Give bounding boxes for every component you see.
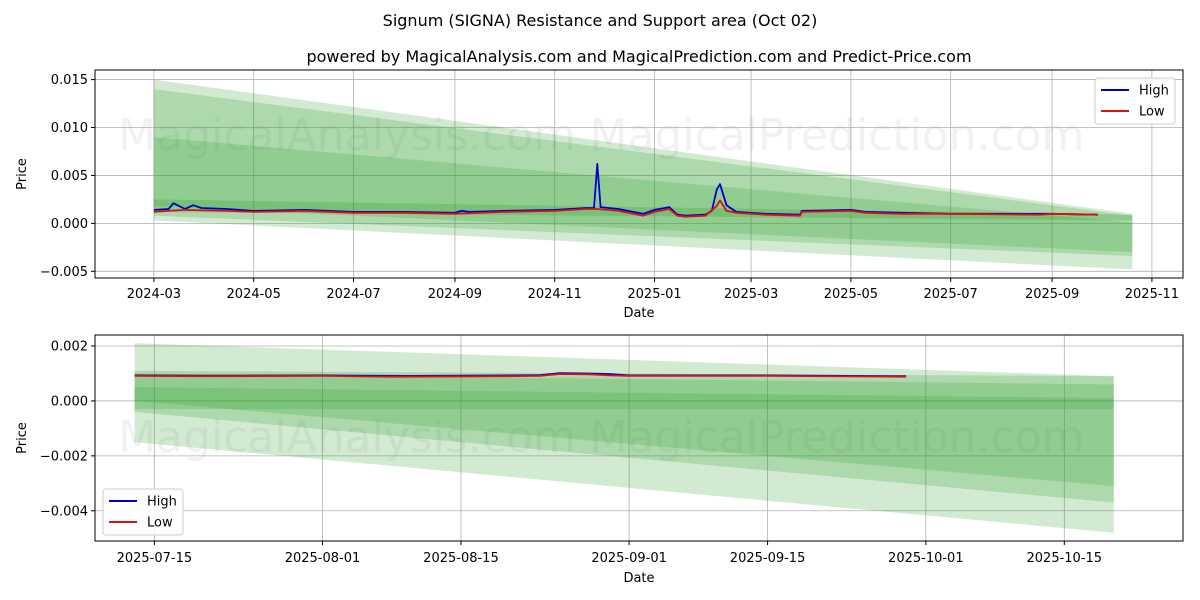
x-tick-label: 2025-03 xyxy=(724,287,778,302)
upper-plot: MagicalAnalysis.com MagicalPrediction.com… xyxy=(15,69,1184,321)
watermark-left: MagicalAnalysis.com xyxy=(118,412,576,463)
chart-subtitle: powered by MagicalAnalysis.com and Magic… xyxy=(306,47,971,66)
x-tick-label: 2025-08-15 xyxy=(423,551,499,566)
forecast-band xyxy=(153,79,1133,270)
watermark-left: MagicalAnalysis.com xyxy=(118,110,576,161)
x-tick-label: 2024-07 xyxy=(326,287,380,302)
series-line-low xyxy=(134,373,907,378)
x-axis-label: Date xyxy=(623,571,654,586)
plot-frame xyxy=(94,334,1184,542)
legend-label-low: Low xyxy=(147,516,173,531)
legend-label-high: High xyxy=(1139,84,1169,99)
watermark-right: MagicalPrediction.com xyxy=(590,412,1085,463)
forecast-band xyxy=(134,343,1114,533)
forecast-band xyxy=(134,387,1114,410)
y-tick-label: 0.010 xyxy=(51,121,88,136)
x-tick-label: 2025-07-15 xyxy=(117,551,193,566)
chart-title: Signum (SIGNA) Resistance and Support ar… xyxy=(383,11,818,30)
x-tick-label: 2025-05 xyxy=(824,287,878,302)
legend: High Low xyxy=(102,488,184,536)
y-tick-label: 0.000 xyxy=(51,217,88,232)
forecast-band xyxy=(134,373,1114,487)
legend: High Low xyxy=(1094,77,1176,125)
series-line-low xyxy=(153,199,1098,218)
series-line-high xyxy=(153,162,1098,217)
y-tick-label: −0.004 xyxy=(40,504,88,519)
x-tick-label: 2025-08-01 xyxy=(285,551,361,566)
legend-label-low: Low xyxy=(1139,105,1165,120)
x-tick-label: 2025-10-15 xyxy=(1027,551,1103,566)
forecast-band xyxy=(134,370,1114,503)
y-tick-label: −0.002 xyxy=(40,449,88,464)
x-tick-label: 2024-03 xyxy=(127,287,181,302)
y-tick-label: 0.002 xyxy=(51,339,88,354)
y-axis-label: Price xyxy=(15,158,30,190)
x-tick-label: 2025-11 xyxy=(1125,287,1179,302)
x-axis-label: Date xyxy=(623,306,654,321)
y-tick-label: 0.000 xyxy=(51,394,88,409)
x-tick-label: 2025-09-01 xyxy=(591,551,667,566)
y-tick-label: 0.015 xyxy=(51,73,88,88)
watermark-right: MagicalPrediction.com xyxy=(590,110,1085,161)
lower-plot: MagicalAnalysis.com MagicalPrediction.com… xyxy=(15,334,1184,586)
x-tick-label: 2024-05 xyxy=(227,287,281,302)
x-tick-label: 2025-09-15 xyxy=(730,551,806,566)
forecast-band xyxy=(153,199,1133,221)
y-axis-label: Price xyxy=(15,422,30,454)
y-tick-label: −0.005 xyxy=(40,265,88,280)
forecast-band xyxy=(153,137,1133,253)
legend-label-high: High xyxy=(147,495,177,510)
x-tick-label: 2025-09 xyxy=(1025,287,1079,302)
x-tick-label: 2025-10-01 xyxy=(888,551,964,566)
y-tick-label: 0.005 xyxy=(51,169,88,184)
plot-frame xyxy=(94,69,1184,279)
x-tick-label: 2024-09 xyxy=(428,287,482,302)
x-tick-label: 2024-11 xyxy=(528,287,582,302)
x-tick-label: 2025-01 xyxy=(627,287,681,302)
x-tick-label: 2025-07 xyxy=(924,287,978,302)
